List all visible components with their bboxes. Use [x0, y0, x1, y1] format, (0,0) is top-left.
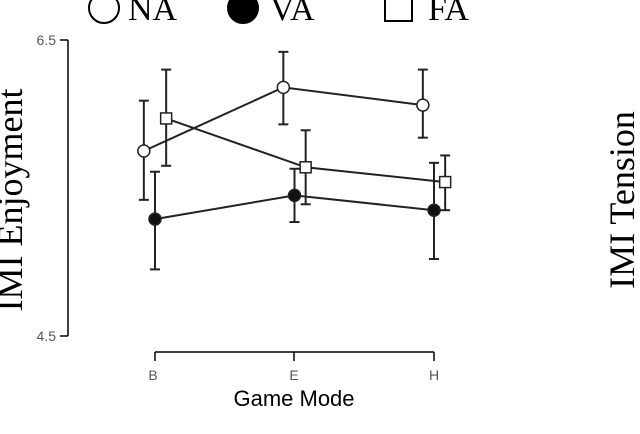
data-point-va-b	[148, 212, 162, 226]
legend-marker-va	[227, 0, 259, 24]
data-marks	[137, 50, 452, 271]
legend-label-fa: FA	[428, 0, 469, 28]
legend: NA VA FA	[88, 0, 469, 28]
x-tick-label-h: H	[429, 367, 439, 383]
x-tick-label-e: E	[289, 367, 298, 383]
y-tick-label-top: 6.5	[37, 32, 57, 48]
legend-marker-fa	[384, 0, 413, 22]
x-axis-title: Game Mode	[233, 386, 354, 411]
legend-marker-na	[88, 0, 120, 24]
data-point-va-e	[287, 188, 302, 203]
data-point-na-e	[276, 80, 291, 95]
data-point-fa-e	[299, 161, 312, 174]
y-axis: 6.5 4.5 IMI Enjoyment	[0, 32, 69, 344]
secondary-y-axis-title: IMI Tension	[602, 111, 640, 289]
data-point-fa-h	[438, 175, 452, 189]
data-point-na-b	[137, 144, 151, 158]
legend-label-na: NA	[128, 0, 178, 28]
y-tick-label-bottom: 4.5	[37, 328, 57, 344]
x-tick-label-b: B	[148, 367, 157, 383]
legend-label-va: VA	[270, 0, 315, 28]
x-axis: B E H Game Mode	[148, 351, 439, 411]
y-axis-title: IMI Enjoyment	[0, 89, 30, 312]
data-point-fa-b	[159, 112, 173, 125]
data-point-na-h	[416, 98, 430, 112]
data-point-va-h	[427, 203, 441, 217]
